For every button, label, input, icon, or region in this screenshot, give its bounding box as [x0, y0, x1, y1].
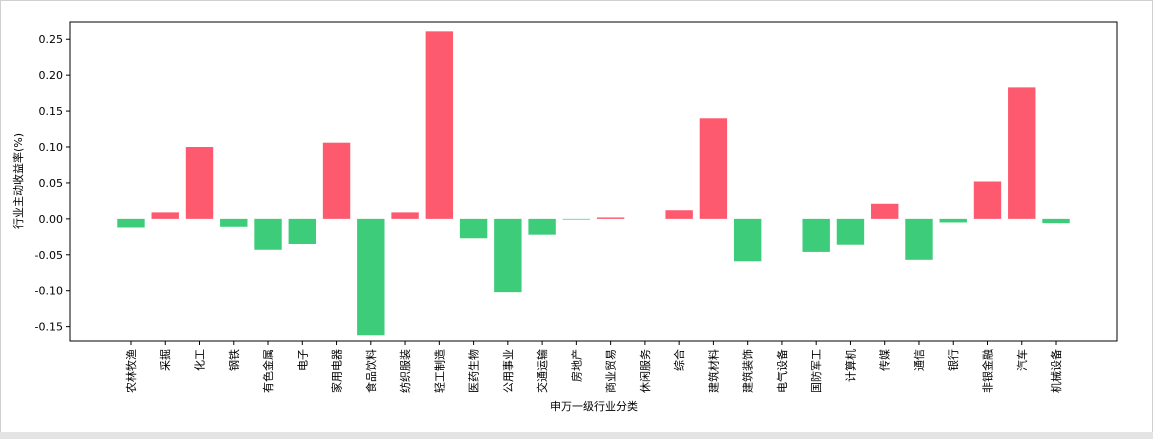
bar: [596, 217, 625, 219]
y-tick-label: 0.25: [39, 33, 64, 46]
bar: [871, 203, 899, 219]
y-tick-label: 0.15: [39, 105, 64, 118]
y-tick-label: 0.05: [39, 177, 64, 190]
bar: [288, 218, 316, 245]
bar: [425, 31, 454, 219]
window-edge: [0, 432, 1153, 439]
y-tick-label: -0.10: [35, 285, 63, 298]
bar: [459, 218, 488, 239]
x-tick-label: 电子: [296, 349, 309, 371]
x-tick-label: 通信: [913, 349, 926, 371]
bar: [391, 212, 419, 219]
x-tick-label: 采掘: [158, 349, 172, 371]
x-tick-label: 有色金属: [261, 349, 275, 393]
bar: [699, 118, 728, 219]
y-tick-label: -0.05: [35, 249, 63, 262]
x-tick-label: 建筑装饰: [741, 349, 755, 393]
x-tick-label: 非银金融: [980, 349, 994, 393]
plot-frame: [69, 21, 1118, 342]
bar: [802, 218, 830, 252]
x-tick-label: 化工: [193, 349, 207, 371]
x-tick-label: 建筑材料: [706, 349, 720, 393]
bar: [733, 218, 762, 262]
bar: [939, 218, 967, 223]
bar: [117, 218, 145, 228]
x-tick-label: 银行: [946, 349, 960, 371]
bar: [220, 218, 248, 227]
y-tick-label: 0.20: [39, 69, 64, 82]
bar: [905, 218, 933, 260]
x-tick-label: 电气设备: [775, 349, 789, 393]
x-tick-label: 交通运输: [535, 349, 549, 393]
x-tick-label: 计算机: [843, 349, 857, 382]
bar: [322, 142, 351, 219]
bar: [1042, 218, 1070, 224]
bar: [528, 218, 556, 235]
bar: [973, 181, 1002, 219]
bar: [185, 147, 214, 219]
x-tick-label: 传媒: [879, 349, 892, 371]
x-tick-label: 纺织服装: [398, 349, 412, 393]
x-tick-label: 汽车: [1015, 349, 1029, 371]
x-tick-label: 休闲服务: [638, 349, 652, 393]
x-tick-label: 家用电器: [330, 349, 344, 393]
y-axis-label: 行业主动收益率(%): [11, 133, 25, 229]
x-tick-label: 房地产: [569, 349, 583, 382]
y-tick-label: -0.15: [35, 321, 63, 334]
bar: [254, 218, 282, 250]
bar: [494, 218, 522, 293]
x-tick-label: 机械设备: [1049, 349, 1063, 393]
y-tick-label: 0.10: [39, 141, 64, 154]
x-tick-label: 农林牧渔: [124, 349, 138, 393]
x-tick-label: 钢铁: [228, 349, 241, 371]
bar: [562, 218, 591, 220]
x-tick-label: 商业贸易: [604, 349, 618, 393]
y-tick-label: 0.00: [39, 213, 64, 226]
x-tick-label: 医药生物: [467, 349, 481, 393]
bar: [1008, 87, 1036, 219]
x-tick-label: 轻工制造: [432, 349, 446, 393]
x-axis-label: 申万一级行业分类: [550, 399, 638, 413]
x-tick-label: 食品饮料: [364, 349, 378, 393]
x-tick-label: 综合: [672, 349, 686, 371]
bar: [836, 218, 865, 245]
bar: [151, 212, 179, 219]
x-tick-label: 公用事业: [502, 349, 515, 393]
bar: [357, 218, 385, 336]
x-tick-label: 国防军工: [809, 349, 823, 393]
bar: [665, 210, 693, 219]
